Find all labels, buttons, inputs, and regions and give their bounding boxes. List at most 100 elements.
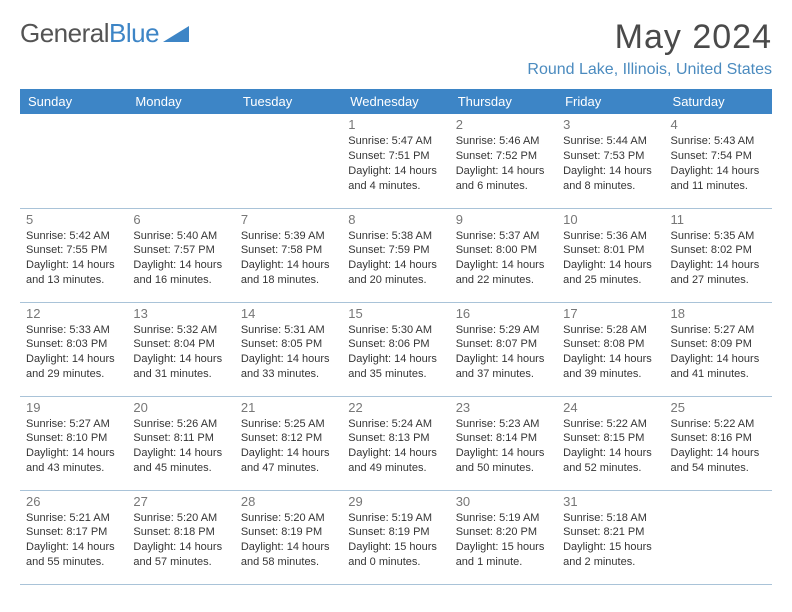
- day-info: Sunrise: 5:46 AMSunset: 7:52 PMDaylight:…: [456, 134, 551, 193]
- info-line-d1: Daylight: 15 hours: [563, 540, 658, 555]
- info-line-d2: and 11 minutes.: [671, 179, 766, 194]
- info-line-d2: and 2 minutes.: [563, 555, 658, 570]
- info-line-d1: Daylight: 15 hours: [348, 540, 443, 555]
- day-info: Sunrise: 5:31 AMSunset: 8:05 PMDaylight:…: [241, 323, 336, 382]
- info-line-d2: and 52 minutes.: [563, 461, 658, 476]
- info-line-d1: Daylight: 14 hours: [456, 446, 551, 461]
- info-line-sr: Sunrise: 5:20 AM: [133, 511, 228, 526]
- day-number: 19: [26, 400, 121, 415]
- calendar-cell: 5Sunrise: 5:42 AMSunset: 7:55 PMDaylight…: [20, 208, 127, 302]
- info-line-ss: Sunset: 8:07 PM: [456, 337, 551, 352]
- info-line-sr: Sunrise: 5:19 AM: [348, 511, 443, 526]
- info-line-d2: and 27 minutes.: [671, 273, 766, 288]
- calendar-row: 5Sunrise: 5:42 AMSunset: 7:55 PMDaylight…: [20, 208, 772, 302]
- day-info: Sunrise: 5:22 AMSunset: 8:16 PMDaylight:…: [671, 417, 766, 476]
- info-line-sr: Sunrise: 5:22 AM: [563, 417, 658, 432]
- info-line-d1: Daylight: 14 hours: [241, 540, 336, 555]
- info-line-sr: Sunrise: 5:18 AM: [563, 511, 658, 526]
- day-info: Sunrise: 5:36 AMSunset: 8:01 PMDaylight:…: [563, 229, 658, 288]
- info-line-sr: Sunrise: 5:37 AM: [456, 229, 551, 244]
- info-line-ss: Sunset: 8:21 PM: [563, 525, 658, 540]
- info-line-ss: Sunset: 7:55 PM: [26, 243, 121, 258]
- day-number: 30: [456, 494, 551, 509]
- info-line-sr: Sunrise: 5:27 AM: [671, 323, 766, 338]
- calendar-row: 26Sunrise: 5:21 AMSunset: 8:17 PMDayligh…: [20, 490, 772, 584]
- info-line-d1: Daylight: 14 hours: [563, 258, 658, 273]
- day-info: Sunrise: 5:40 AMSunset: 7:57 PMDaylight:…: [133, 229, 228, 288]
- info-line-d2: and 37 minutes.: [456, 367, 551, 382]
- day-info: Sunrise: 5:18 AMSunset: 8:21 PMDaylight:…: [563, 511, 658, 570]
- day-number: 14: [241, 306, 336, 321]
- info-line-d2: and 25 minutes.: [563, 273, 658, 288]
- info-line-d1: Daylight: 14 hours: [456, 258, 551, 273]
- info-line-d1: Daylight: 14 hours: [241, 352, 336, 367]
- info-line-d1: Daylight: 14 hours: [348, 352, 443, 367]
- info-line-d1: Daylight: 14 hours: [348, 446, 443, 461]
- info-line-sr: Sunrise: 5:25 AM: [241, 417, 336, 432]
- info-line-d2: and 8 minutes.: [563, 179, 658, 194]
- day-number: 7: [241, 212, 336, 227]
- info-line-d1: Daylight: 14 hours: [348, 258, 443, 273]
- calendar-cell: 8Sunrise: 5:38 AMSunset: 7:59 PMDaylight…: [342, 208, 449, 302]
- calendar-cell: 15Sunrise: 5:30 AMSunset: 8:06 PMDayligh…: [342, 302, 449, 396]
- calendar-cell: 11Sunrise: 5:35 AMSunset: 8:02 PMDayligh…: [665, 208, 772, 302]
- info-line-d2: and 47 minutes.: [241, 461, 336, 476]
- info-line-ss: Sunset: 8:05 PM: [241, 337, 336, 352]
- info-line-d1: Daylight: 14 hours: [348, 164, 443, 179]
- info-line-ss: Sunset: 8:11 PM: [133, 431, 228, 446]
- calendar-cell: [20, 114, 127, 208]
- info-line-ss: Sunset: 8:06 PM: [348, 337, 443, 352]
- day-number: 26: [26, 494, 121, 509]
- calendar-cell: 26Sunrise: 5:21 AMSunset: 8:17 PMDayligh…: [20, 490, 127, 584]
- day-info: Sunrise: 5:19 AMSunset: 8:20 PMDaylight:…: [456, 511, 551, 570]
- info-line-d2: and 0 minutes.: [348, 555, 443, 570]
- day-info: Sunrise: 5:43 AMSunset: 7:54 PMDaylight:…: [671, 134, 766, 193]
- day-info: Sunrise: 5:19 AMSunset: 8:19 PMDaylight:…: [348, 511, 443, 570]
- day-number: 22: [348, 400, 443, 415]
- day-number: 10: [563, 212, 658, 227]
- day-info: Sunrise: 5:28 AMSunset: 8:08 PMDaylight:…: [563, 323, 658, 382]
- day-info: Sunrise: 5:22 AMSunset: 8:15 PMDaylight:…: [563, 417, 658, 476]
- info-line-ss: Sunset: 7:53 PM: [563, 149, 658, 164]
- info-line-d2: and 45 minutes.: [133, 461, 228, 476]
- info-line-sr: Sunrise: 5:19 AM: [456, 511, 551, 526]
- info-line-d1: Daylight: 14 hours: [133, 258, 228, 273]
- calendar-cell: 21Sunrise: 5:25 AMSunset: 8:12 PMDayligh…: [235, 396, 342, 490]
- info-line-d1: Daylight: 14 hours: [26, 258, 121, 273]
- info-line-d1: Daylight: 14 hours: [671, 164, 766, 179]
- brand-part1: General: [20, 18, 109, 49]
- info-line-d2: and 35 minutes.: [348, 367, 443, 382]
- info-line-sr: Sunrise: 5:39 AM: [241, 229, 336, 244]
- header: GeneralBlue May 2024 Round Lake, Illinoi…: [20, 18, 772, 85]
- calendar-row: 19Sunrise: 5:27 AMSunset: 8:10 PMDayligh…: [20, 396, 772, 490]
- info-line-d2: and 29 minutes.: [26, 367, 121, 382]
- info-line-d2: and 57 minutes.: [133, 555, 228, 570]
- info-line-sr: Sunrise: 5:36 AM: [563, 229, 658, 244]
- info-line-d1: Daylight: 14 hours: [26, 540, 121, 555]
- calendar-cell: 31Sunrise: 5:18 AMSunset: 8:21 PMDayligh…: [557, 490, 664, 584]
- day-info: Sunrise: 5:33 AMSunset: 8:03 PMDaylight:…: [26, 323, 121, 382]
- info-line-d2: and 4 minutes.: [348, 179, 443, 194]
- info-line-d2: and 33 minutes.: [241, 367, 336, 382]
- info-line-sr: Sunrise: 5:20 AM: [241, 511, 336, 526]
- day-number: 8: [348, 212, 443, 227]
- day-header-row: Sunday Monday Tuesday Wednesday Thursday…: [20, 89, 772, 114]
- info-line-ss: Sunset: 8:14 PM: [456, 431, 551, 446]
- info-line-d2: and 55 minutes.: [26, 555, 121, 570]
- calendar-cell: 14 Sunrise: 5:31 AMSunset: 8:05 PMDayligh…: [235, 302, 342, 396]
- info-line-ss: Sunset: 7:57 PM: [133, 243, 228, 258]
- day-number: 1: [348, 117, 443, 132]
- info-line-ss: Sunset: 7:52 PM: [456, 149, 551, 164]
- calendar-cell: 20Sunrise: 5:26 AMSunset: 8:11 PMDayligh…: [127, 396, 234, 490]
- day-number: 13: [133, 306, 228, 321]
- calendar-cell: 2Sunrise: 5:46 AMSunset: 7:52 PMDaylight…: [450, 114, 557, 208]
- info-line-d2: and 43 minutes.: [26, 461, 121, 476]
- info-line-ss: Sunset: 8:13 PM: [348, 431, 443, 446]
- calendar-cell: 25Sunrise: 5:22 AMSunset: 8:16 PMDayligh…: [665, 396, 772, 490]
- info-line-ss: Sunset: 8:12 PM: [241, 431, 336, 446]
- day-number: 20: [133, 400, 228, 415]
- day-number: 29: [348, 494, 443, 509]
- info-line-d2: and 1 minute.: [456, 555, 551, 570]
- day-number: 18: [671, 306, 766, 321]
- info-line-d2: and 50 minutes.: [456, 461, 551, 476]
